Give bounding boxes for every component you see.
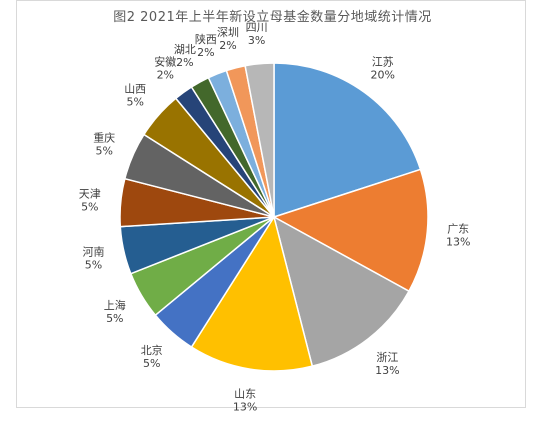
slice-name-6: 河南: [83, 245, 105, 258]
chart-title: 图2 2021年上半年新设立母基金数量分地域统计情况: [113, 10, 432, 25]
slice-pct-3: 13%: [233, 401, 257, 414]
slice-pct-6: 5%: [85, 258, 102, 271]
slice-pct-5: 5%: [106, 312, 123, 325]
pie-labels: 江苏 20%广东 13%浙江 13%山东 13%北京 5%上海 5%河南 5%天津 5%重庆 5%…: [79, 21, 471, 414]
pie-slice-3: [190, 215, 314, 372]
slice-pct-11: 2%: [176, 56, 193, 69]
slice-name-12: 陕西: [195, 32, 217, 46]
slice-pct-2: 13%: [375, 364, 399, 377]
slice-pct-8: 5%: [95, 145, 112, 158]
slice-name-8: 重庆: [93, 131, 115, 145]
slice-label-2: 浙江 13%: [375, 351, 399, 377]
slice-name-9: 山西: [124, 83, 146, 96]
slice-pct-9: 5%: [126, 96, 143, 109]
slice-label-14: 四川 3%: [246, 21, 268, 47]
slice-label-9: 山西 5%: [124, 83, 146, 109]
slice-name-10: 安徽: [154, 54, 176, 68]
slice-pct-1: 13%: [446, 235, 470, 248]
slice-label-3: 山东 13%: [233, 388, 257, 414]
slice-name-5: 上海: [104, 298, 126, 312]
slice-label-11: 湖北 2%: [174, 43, 196, 69]
slice-name-1: 广东: [447, 222, 469, 235]
slice-pct-7: 5%: [81, 201, 98, 214]
slice-pct-0: 20%: [370, 68, 394, 81]
pie-slice-2: [272, 215, 410, 368]
slice-name-11: 湖北: [174, 43, 196, 56]
slice-name-14: 四川: [246, 21, 268, 34]
slice-label-12: 陕西 2%: [195, 32, 217, 59]
slice-pct-12: 2%: [197, 46, 214, 59]
slice-label-1: 广东 13%: [446, 222, 470, 248]
slice-name-7: 天津: [79, 188, 101, 201]
pie-slice-14: [244, 62, 275, 218]
pie-slice-1: [272, 168, 429, 293]
slice-label-4: 北京 5%: [141, 343, 163, 370]
slice-label-5: 上海 5%: [104, 298, 126, 325]
pie-slice-0: [273, 62, 422, 219]
slice-pct-13: 2%: [219, 39, 236, 52]
slice-name-3: 山东: [234, 388, 256, 401]
slice-label-8: 重庆 5%: [93, 131, 115, 158]
slice-name-2: 浙江: [376, 351, 398, 364]
pie-slices: [119, 62, 429, 372]
slice-name-0: 江苏: [372, 55, 394, 68]
slice-pct-10: 2%: [157, 68, 174, 81]
slice-label-7: 天津 5%: [79, 188, 101, 214]
slice-label-13: 深圳 2%: [217, 26, 239, 52]
slice-label-6: 河南 5%: [83, 245, 105, 271]
slice-name-4: 北京: [141, 343, 163, 357]
slice-name-13: 深圳: [217, 26, 239, 39]
slice-label-0: 江苏 20%: [370, 55, 394, 81]
slice-pct-14: 3%: [248, 34, 265, 47]
slice-label-10: 安徽 2%: [154, 54, 176, 81]
slice-pct-4: 5%: [143, 357, 160, 370]
